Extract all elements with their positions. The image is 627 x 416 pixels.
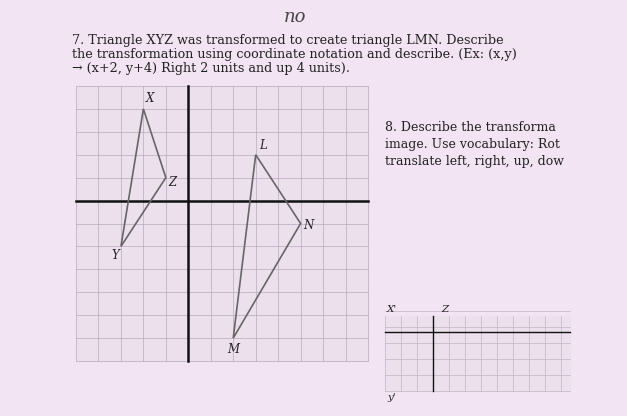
Text: N: N bbox=[303, 219, 314, 232]
Text: the transformation using coordinate notation and describe. (Ex: (x,y): the transformation using coordinate nota… bbox=[72, 48, 517, 61]
Text: y': y' bbox=[387, 393, 396, 402]
Text: → (x+2, y+4) Right 2 units and up 4 units).: → (x+2, y+4) Right 2 units and up 4 unit… bbox=[72, 62, 350, 75]
Text: L: L bbox=[259, 139, 266, 152]
Text: X': X' bbox=[387, 305, 398, 314]
Text: X: X bbox=[145, 92, 154, 105]
Text: image. Use vocabulary: Rot: image. Use vocabulary: Rot bbox=[385, 138, 560, 151]
Bar bbox=[385, 316, 570, 391]
Text: translate left, right, up, dow: translate left, right, up, dow bbox=[385, 155, 564, 168]
Text: 8. Describe the transforma: 8. Describe the transforma bbox=[385, 121, 556, 134]
Text: Z: Z bbox=[168, 176, 176, 189]
Text: Y: Y bbox=[111, 250, 119, 262]
Text: M: M bbox=[227, 343, 240, 356]
Text: no: no bbox=[284, 8, 306, 26]
Text: Z: Z bbox=[441, 305, 448, 314]
Bar bbox=[76, 86, 368, 361]
Text: 7. Triangle XYZ was transformed to create triangle LMN. Describe: 7. Triangle XYZ was transformed to creat… bbox=[72, 34, 503, 47]
